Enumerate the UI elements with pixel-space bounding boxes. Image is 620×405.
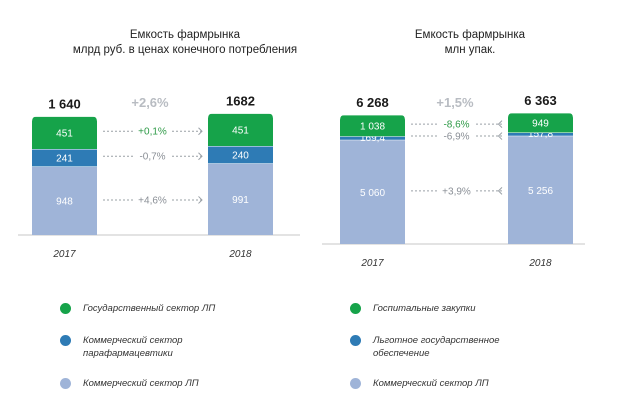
chart-2-total-change: +1,5% [436,95,474,110]
chart-1-title-line1: Емкость фармрынка [129,29,241,41]
chart-2-bar-2018-seg-0 [508,135,573,244]
chart-1-bar-2017-label-0: 948 [56,197,73,208]
chart-2-bar-2017-seg-1 [340,136,405,140]
legend-left-item-0: Государственный сектор ЛП [60,302,243,315]
legend-left-label-0: Государственный сектор ЛП [83,303,216,314]
chart-2-change-label-0: -6,9% [443,132,469,143]
chart-2-change-arrow-1 [497,120,503,128]
chart-2-bar-2017-label-1: 169,4 [360,133,385,144]
chart-2-bar-2018-seg-1 [508,132,573,136]
chart-2-change-label-1: -8,6% [443,120,469,131]
chart-1-year-2018: 2018 [228,249,252,260]
chart-1-title-line2: млрд руб. в ценах конечного потребления [72,44,298,56]
chart-2-bar-2017-label-0: 5 060 [360,188,385,199]
legend-left-swatch-1 [60,335,71,346]
chart-2-title-line2: млн упак. [444,44,496,56]
chart-2-bar-2018-seg-2 [508,112,573,133]
legend-right-item-2: Коммерческий сектор ЛП [350,377,533,390]
legend-left-label-1: Коммерческий сектор парафармацевтики [83,335,183,359]
chart-1-change-arrow-2 [198,196,203,204]
legend-right-swatch-2 [350,378,361,389]
legend-left-swatch-2 [60,378,71,389]
chart-1-change-label-0: -0,7% [139,152,165,163]
chart-1-bar-2018-label-0: 991 [232,195,249,206]
legend-left-label-2: Коммерческий сектор ЛП [83,378,199,389]
chart-1-year-2017: 2017 [52,249,76,260]
chart-2-change-arrow-2 [497,187,503,195]
chart-1-bar-2017-seg-2 [32,116,97,150]
chart-1-change-arrow-1 [198,127,203,136]
chart-1-change-arrow-0 [198,152,203,161]
legend-right-item-0: Госпитальные закупки [350,302,533,315]
charts-canvas: 948 241 451 1 640 2017 991 240 451 1682 2018 +2,6%… [18,93,585,269]
chart-2-year-2017: 2017 [360,258,384,269]
chart-1-bar-2018-seg-2 [208,113,273,146]
legend-left-swatch-0 [60,303,71,314]
chart-1-change-label-2: +4,6% [138,195,167,206]
chart-1-bar-2017-label-1: 241 [56,154,73,165]
legend-left-item-1: Коммерческий сектор парафармацевтики [60,334,243,360]
chart-1-bar-2017-label-2: 451 [56,129,73,140]
chart-1-bar-2017-seg-0 [32,166,97,235]
chart-2-bar-2017-seg-2 [340,114,405,137]
chart-2-bar-2017-seg-0 [340,139,405,244]
chart-2-total-2017: 6 268 [356,95,389,110]
chart-2-bar-2018-label-0: 5 256 [528,186,553,197]
chart-2-bar-2018-label-1: 157,8 [528,129,553,140]
chart-1-total-2018: 1682 [226,93,255,108]
chart-1-bar-2018-seg-1 [208,145,273,164]
chart-1-total-change: +2,6% [131,95,169,110]
chart-1-bar-2018-label-1: 240 [232,151,249,162]
chart-2-change-label-2: +3,9% [442,186,471,197]
chart-2-total-2018: 6 363 [524,93,557,108]
chart-1-total-2017: 1 640 [48,96,81,111]
legend-right-swatch-1 [350,335,361,346]
chart-2-title: Емкость фармрынка млн упак. [370,28,570,58]
chart-2-bar-2018-label-2: 949 [532,119,549,130]
chart-1-bar-2018-label-2: 451 [232,126,249,137]
legend-right-label-1: Льготное государственное обеспечение [373,335,500,359]
chart-1-change-label-1: +0,1% [138,127,167,138]
chart-2-change-arrow-0 [497,132,503,140]
legend-right-item-1: Льготное государственное обеспечение [350,334,533,360]
chart-1-title: Емкость фармрынка млрд руб. в ценах коне… [70,28,300,58]
chart-2-bar-2017-label-2: 1 038 [360,122,385,133]
chart-1-bar-2018-seg-0 [208,163,273,235]
chart-2-title-line1: Емкость фармрынка [414,29,526,41]
legend-left-item-2: Коммерческий сектор ЛП [60,377,243,390]
legend-right-label-2: Коммерческий сектор ЛП [373,378,489,389]
chart-1-bar-2017-seg-1 [32,149,97,167]
chart-2-year-2018: 2018 [528,258,552,269]
legend-right-swatch-0 [350,303,361,314]
legend-right-label-0: Госпитальные закупки [373,303,476,314]
